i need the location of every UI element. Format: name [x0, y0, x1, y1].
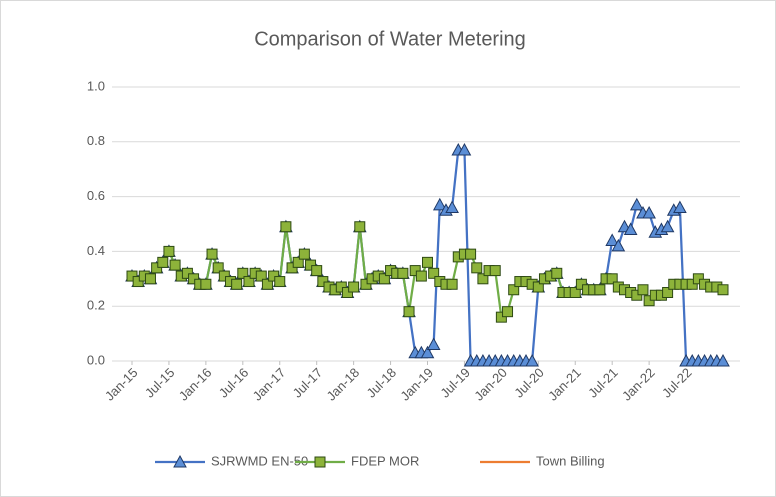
marker — [532, 281, 544, 293]
marker — [255, 270, 267, 282]
marker — [642, 205, 656, 219]
marker — [606, 273, 618, 285]
marker — [415, 270, 427, 282]
marker — [169, 259, 181, 271]
marker — [660, 219, 675, 233]
marker — [426, 337, 441, 351]
marker — [432, 197, 447, 211]
marker — [611, 238, 626, 252]
marker — [157, 256, 169, 268]
marker — [716, 353, 730, 367]
y-tick-label: 0.0 — [87, 352, 105, 367]
marker — [551, 267, 563, 279]
marker — [605, 233, 620, 246]
marker — [428, 267, 440, 279]
marker — [274, 276, 286, 288]
y-tick-label: 0.2 — [87, 298, 105, 313]
y-tick-label: 0.8 — [87, 133, 105, 148]
y-tick-label: 0.6 — [87, 188, 105, 203]
marker — [637, 284, 649, 296]
marker — [508, 284, 520, 296]
marker — [446, 278, 458, 290]
marker — [280, 221, 292, 233]
marker — [354, 221, 366, 233]
marker — [569, 287, 581, 298]
marker — [348, 281, 360, 293]
chart-title: Comparison of Water Metering — [254, 28, 526, 50]
marker — [471, 262, 483, 274]
legend-label: FDEP MOR — [351, 453, 419, 468]
legend-label: Town Billing — [536, 453, 605, 468]
y-tick-label: 0.4 — [87, 243, 105, 258]
marker — [502, 306, 514, 318]
marker — [144, 273, 156, 285]
marker — [422, 256, 433, 268]
marker — [594, 284, 606, 296]
legend-marker — [314, 456, 326, 468]
marker — [212, 262, 224, 274]
marker — [403, 306, 415, 318]
marker — [629, 197, 644, 211]
marker — [231, 278, 243, 290]
marker — [378, 273, 390, 285]
marker — [489, 265, 501, 277]
marker — [292, 256, 304, 268]
marker — [477, 273, 489, 285]
marker — [717, 284, 729, 296]
y-tick-label: 1.0 — [87, 78, 105, 93]
marker — [662, 287, 674, 298]
marker — [200, 278, 212, 290]
marker — [206, 248, 218, 260]
marker — [623, 222, 638, 235]
marker — [261, 278, 273, 290]
marker — [420, 345, 435, 359]
marker — [163, 245, 175, 257]
marker — [298, 248, 310, 260]
marker — [465, 248, 477, 260]
marker — [445, 200, 459, 214]
marker — [397, 267, 409, 279]
marker — [237, 267, 249, 279]
marker — [243, 276, 255, 288]
marker — [311, 265, 323, 277]
legend-marker — [173, 454, 187, 468]
marker — [525, 353, 539, 367]
legend-label: SJRWMD EN-50 — [211, 453, 308, 468]
marker — [457, 142, 472, 156]
marker — [673, 200, 687, 214]
